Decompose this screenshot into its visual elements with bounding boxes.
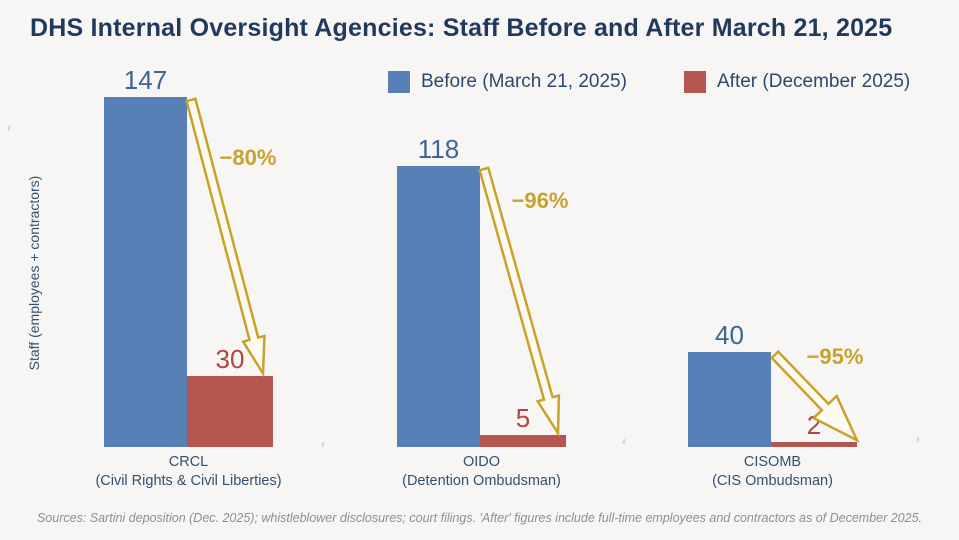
legend-label-before: Before (March 21, 2025)	[421, 71, 627, 92]
legend-swatch-before	[388, 71, 410, 93]
bar-before-CISOMB	[688, 351, 771, 447]
legend-label-after: After (December 2025)	[717, 71, 911, 92]
pct-change-CRCL: −80%	[219, 145, 277, 170]
value-label-before-OIDO: 118	[417, 134, 460, 165]
chart-title: DHS Internal Oversight Agencies: Staff B…	[30, 14, 893, 42]
bar-after-CISOMB	[771, 442, 857, 447]
legend-swatch-after	[684, 71, 706, 93]
bar-before-OIDO	[397, 166, 480, 447]
value-label-before-CRCL: 147	[123, 64, 168, 95]
bar-after-OIDO	[480, 435, 566, 447]
category-label-OIDO: OIDO (Detention Ombudsman)	[402, 454, 561, 489]
legend-item-after: After (December 2025)	[684, 70, 910, 94]
pct-change-OIDO: −96%	[511, 188, 569, 213]
value-label-after-OIDO: 5	[515, 403, 531, 434]
category-label-CRCL: CRCL (Civil Rights & Civil Liberties)	[95, 454, 282, 489]
bar-after-CRCL	[187, 375, 273, 447]
pct-change-CISOMB: −95%	[806, 344, 864, 369]
decline-arrow-CRCL	[185, 97, 266, 378]
value-label-after-CISOMB: 2	[806, 410, 822, 441]
value-label-after-CRCL: 30	[215, 343, 245, 374]
bar-before-CRCL	[104, 96, 187, 447]
source-note: Sources: Sartini deposition (Dec. 2025);…	[36, 511, 923, 525]
value-label-before-CISOMB: 40	[715, 319, 744, 350]
category-label-CISOMB: CISOMB (CIS Ombudsman)	[712, 454, 833, 489]
legend-item-before: Before (March 21, 2025)	[388, 70, 627, 94]
